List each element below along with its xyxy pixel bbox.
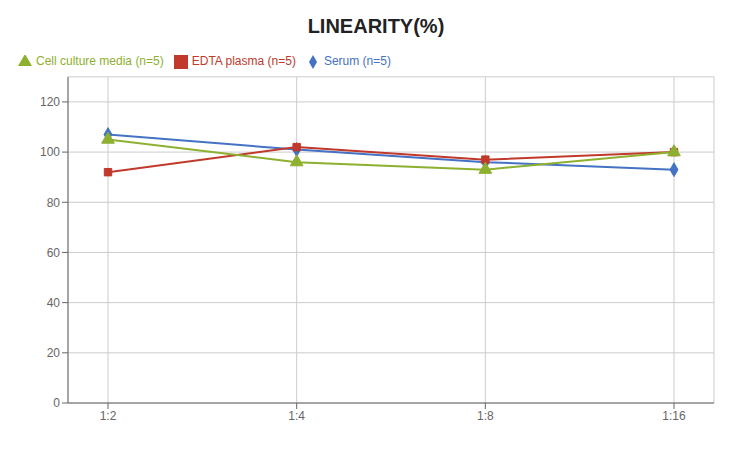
- svg-text:120: 120: [40, 95, 60, 109]
- svg-text:1:4: 1:4: [288, 409, 305, 423]
- svg-text:80: 80: [47, 196, 61, 210]
- svg-text:1:8: 1:8: [477, 409, 494, 423]
- html-text:LINEARITY(%): LINEARITY(%): [307, 15, 445, 37]
- svg-text:60: 60: [47, 246, 61, 260]
- svg-text:0: 0: [53, 396, 60, 410]
- svg-text:1:2: 1:2: [100, 409, 117, 423]
- svg-text:40: 40: [47, 296, 61, 310]
- svg-text:100: 100: [40, 145, 60, 159]
- html-text:Cell culture media (n=5): Cell culture media (n=5): [36, 54, 164, 68]
- html-text:EDTA plasma (n=5): EDTA plasma (n=5): [191, 54, 296, 68]
- html-text:Serum (n=5): Serum (n=5): [323, 54, 391, 68]
- svg-text:1:16: 1:16: [662, 409, 686, 423]
- svg-text:20: 20: [47, 346, 61, 360]
